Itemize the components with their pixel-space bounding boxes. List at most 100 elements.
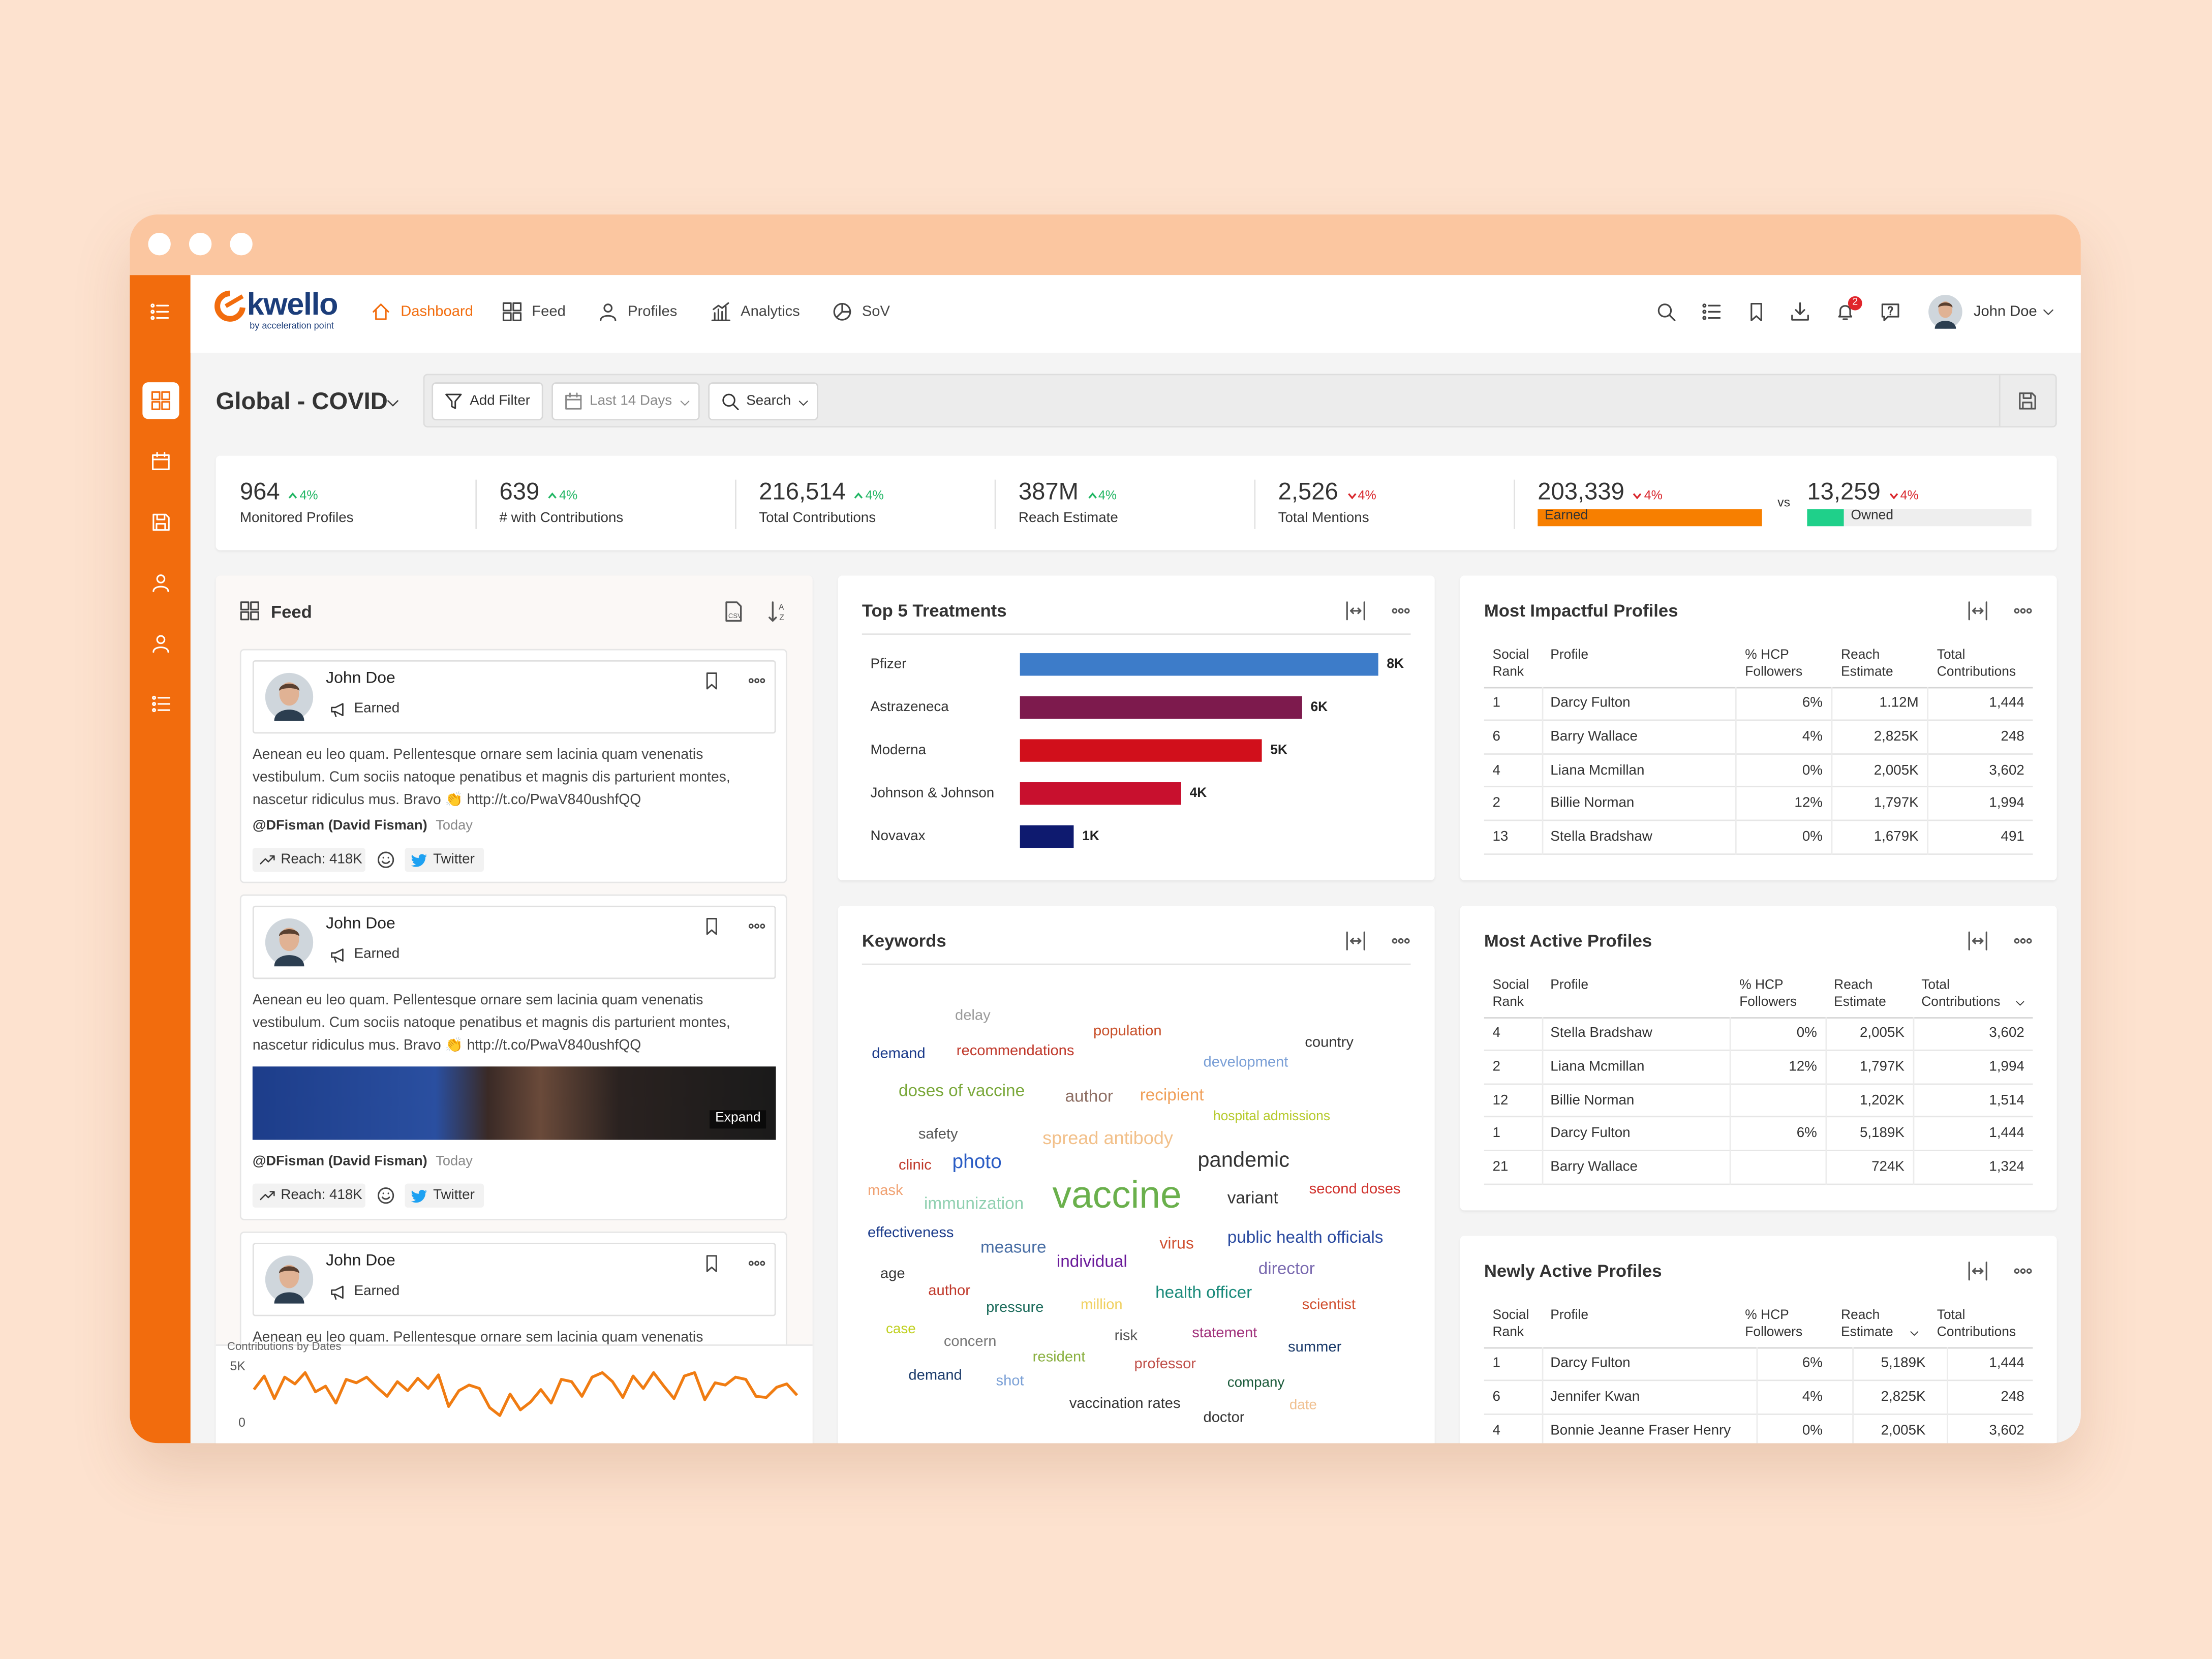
keyword[interactable]: concern xyxy=(943,1332,997,1350)
keyword[interactable]: country xyxy=(1305,1033,1354,1051)
keyword[interactable]: clinic xyxy=(898,1156,932,1174)
keyword[interactable]: variant xyxy=(1227,1187,1278,1208)
keyword[interactable]: author xyxy=(1065,1086,1113,1106)
nav-item[interactable]: Feed xyxy=(532,302,566,320)
keyword[interactable]: health officer xyxy=(1155,1282,1252,1302)
sidebar-icon[interactable] xyxy=(151,573,171,593)
more-icon[interactable] xyxy=(2013,601,2033,621)
keyword[interactable]: effectiveness xyxy=(867,1224,954,1241)
more-icon[interactable] xyxy=(2013,931,2033,951)
keyword[interactable]: date xyxy=(1289,1398,1317,1414)
keyword[interactable]: safety xyxy=(918,1125,958,1143)
table-row[interactable] xyxy=(1484,1051,2033,1085)
table-row[interactable] xyxy=(1484,721,2033,754)
table-row[interactable] xyxy=(1484,788,2033,821)
keyword[interactable]: second doses xyxy=(1309,1180,1401,1197)
keyword[interactable]: delay xyxy=(955,1006,991,1024)
column-header[interactable]: Total Contributions xyxy=(1937,1307,2016,1340)
keyword[interactable]: case xyxy=(886,1322,916,1338)
keyword[interactable]: recipient xyxy=(1140,1084,1204,1104)
table-row[interactable] xyxy=(1484,821,2033,855)
more-icon[interactable] xyxy=(1391,601,1411,621)
keyword[interactable]: summer xyxy=(1288,1338,1342,1356)
nav-item[interactable]: SoV xyxy=(862,302,890,320)
column-header[interactable]: % HCP Followers xyxy=(1739,977,1797,1009)
keyword[interactable]: risk xyxy=(1114,1327,1138,1344)
reaction-icon[interactable] xyxy=(376,851,394,869)
sort-icon[interactable]: AZ xyxy=(766,600,788,622)
keyword[interactable]: public health officials xyxy=(1227,1227,1384,1247)
keyword[interactable]: individual xyxy=(1056,1251,1127,1271)
expand-icon[interactable] xyxy=(1346,601,1366,621)
table-row[interactable] xyxy=(1484,687,2033,721)
nav-item[interactable]: Dashboard xyxy=(401,302,473,320)
keyword[interactable]: immunization xyxy=(924,1193,1024,1213)
toolbar-icon[interactable] xyxy=(1746,302,1766,322)
keyword[interactable]: statement xyxy=(1192,1324,1257,1341)
nav-icon[interactable] xyxy=(502,302,522,322)
bookmark-icon[interactable] xyxy=(702,916,720,935)
nav-item[interactable]: Profiles xyxy=(628,302,678,320)
post-more-icon[interactable] xyxy=(747,671,765,689)
user-menu-chevron[interactable] xyxy=(2041,305,2055,319)
column-header[interactable]: Social Rank xyxy=(1492,977,1529,1009)
column-header[interactable]: Total Contributions xyxy=(1921,977,2001,1009)
keyword[interactable]: photo xyxy=(952,1149,1002,1172)
table-row[interactable] xyxy=(1484,1347,2033,1381)
column-header[interactable]: % HCP Followers xyxy=(1745,1307,1803,1340)
nav-icon[interactable] xyxy=(598,302,618,322)
sort-indicator[interactable] xyxy=(2014,997,2025,1008)
keyword[interactable]: hospital admissions xyxy=(1213,1109,1331,1125)
sidebar-icon[interactable] xyxy=(151,633,171,653)
nav-icon[interactable] xyxy=(833,302,852,322)
keyword[interactable]: company xyxy=(1227,1375,1285,1391)
toolbar-icon[interactable] xyxy=(1881,302,1900,322)
nav-icon[interactable] xyxy=(711,302,731,322)
expand-icon[interactable] xyxy=(1968,601,1988,621)
column-header[interactable]: Profile xyxy=(1550,647,1589,663)
column-header[interactable]: Reach Estimate xyxy=(1841,1307,1893,1340)
dashboard-title[interactable]: Global - COVID xyxy=(216,387,388,415)
expand-icon[interactable] xyxy=(1968,931,1988,951)
keyword[interactable]: mask xyxy=(867,1182,903,1199)
expand-icon[interactable] xyxy=(1968,1261,1988,1281)
keyword[interactable]: scientist xyxy=(1302,1296,1356,1313)
bookmark-icon[interactable] xyxy=(702,671,720,689)
keyword[interactable]: doses of vaccine xyxy=(898,1080,1025,1100)
table-row[interactable] xyxy=(1484,1017,2033,1051)
keyword[interactable]: shot xyxy=(996,1372,1024,1390)
keyword[interactable]: author xyxy=(928,1282,970,1299)
table-row[interactable] xyxy=(1484,1151,2033,1185)
keyword[interactable]: million xyxy=(1081,1296,1123,1313)
nav-icon[interactable] xyxy=(371,302,391,322)
sidebar-icon[interactable] xyxy=(151,512,171,532)
post-more-icon[interactable] xyxy=(747,1253,765,1272)
sort-indicator[interactable] xyxy=(1909,1327,1920,1338)
keyword[interactable]: demand xyxy=(872,1044,926,1062)
keyword[interactable]: demand xyxy=(908,1366,962,1384)
toolbar-icon[interactable] xyxy=(1701,302,1721,322)
keyword[interactable]: vaccine xyxy=(1052,1173,1182,1216)
column-header[interactable]: Reach Estimate xyxy=(1834,977,1886,1009)
column-header[interactable]: Reach Estimate xyxy=(1841,647,1893,680)
table-row[interactable] xyxy=(1484,1084,2033,1118)
user-avatar[interactable] xyxy=(1928,295,1962,329)
post-more-icon[interactable] xyxy=(747,916,765,935)
table-row[interactable] xyxy=(1484,754,2033,788)
user-name[interactable]: John Doe xyxy=(1973,302,2037,320)
expand-badge[interactable]: Expand xyxy=(710,1110,766,1129)
column-header[interactable]: % HCP Followers xyxy=(1745,647,1803,680)
keyword[interactable]: age xyxy=(880,1265,905,1282)
keyword[interactable]: measure xyxy=(980,1237,1047,1257)
column-header[interactable]: Profile xyxy=(1550,1307,1589,1324)
column-header[interactable]: Total Contributions xyxy=(1937,647,2016,680)
expand-icon[interactable] xyxy=(1346,931,1366,951)
toolbar-icon[interactable] xyxy=(1791,302,1810,322)
sidebar-icon[interactable] xyxy=(151,694,171,714)
bookmark-icon[interactable] xyxy=(702,1253,720,1272)
table-row[interactable] xyxy=(1484,1381,2033,1415)
reaction-icon[interactable] xyxy=(376,1186,394,1205)
keyword[interactable]: doctor xyxy=(1203,1408,1245,1426)
more-icon[interactable] xyxy=(1391,931,1411,951)
toolbar-icon[interactable] xyxy=(1835,302,1855,322)
